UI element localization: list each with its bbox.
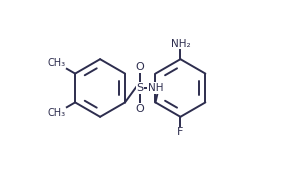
Text: F: F: [177, 127, 183, 137]
Text: O: O: [135, 62, 144, 72]
Text: CH₃: CH₃: [48, 108, 66, 118]
Text: S: S: [136, 83, 143, 93]
Text: O: O: [135, 104, 144, 114]
Text: NH₂: NH₂: [171, 39, 190, 49]
Text: CH₃: CH₃: [48, 58, 66, 68]
Text: NH: NH: [148, 83, 163, 93]
